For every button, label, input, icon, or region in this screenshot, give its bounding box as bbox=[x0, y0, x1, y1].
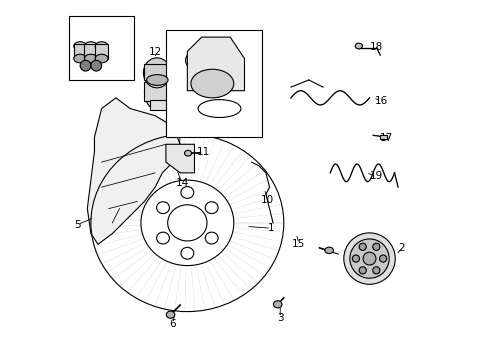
Bar bbox=[74, 44, 86, 59]
Text: 16: 16 bbox=[374, 96, 387, 106]
Polygon shape bbox=[87, 98, 180, 244]
Bar bbox=[95, 44, 108, 59]
Bar bbox=[380, 135, 386, 139]
Bar bbox=[149, 100, 178, 111]
Text: 11: 11 bbox=[196, 147, 210, 157]
Text: 3: 3 bbox=[276, 312, 283, 323]
Ellipse shape bbox=[358, 267, 366, 274]
Ellipse shape bbox=[201, 51, 219, 69]
Bar bbox=[84, 44, 97, 59]
Text: 19: 19 bbox=[368, 171, 382, 181]
Text: 13: 13 bbox=[227, 105, 240, 114]
Ellipse shape bbox=[74, 42, 86, 50]
Ellipse shape bbox=[91, 60, 102, 71]
Text: 8: 8 bbox=[189, 64, 196, 73]
Text: 2: 2 bbox=[398, 243, 404, 253]
Bar bbox=[143, 64, 171, 80]
Ellipse shape bbox=[190, 69, 233, 98]
Ellipse shape bbox=[349, 239, 388, 278]
Bar bbox=[69, 16, 134, 80]
Ellipse shape bbox=[95, 42, 108, 50]
Ellipse shape bbox=[273, 301, 282, 308]
Ellipse shape bbox=[143, 58, 170, 88]
Text: 4: 4 bbox=[378, 259, 385, 269]
Text: 17: 17 bbox=[379, 133, 392, 143]
Polygon shape bbox=[165, 144, 194, 173]
Ellipse shape bbox=[184, 150, 191, 156]
Polygon shape bbox=[187, 37, 244, 91]
Text: 18: 18 bbox=[369, 42, 383, 52]
Text: 6: 6 bbox=[169, 319, 176, 329]
Bar bbox=[144, 82, 176, 102]
Text: 9: 9 bbox=[96, 73, 103, 83]
Ellipse shape bbox=[84, 42, 97, 50]
Ellipse shape bbox=[379, 255, 386, 262]
Ellipse shape bbox=[185, 51, 203, 69]
Ellipse shape bbox=[372, 243, 379, 251]
Text: 15: 15 bbox=[291, 239, 305, 249]
Ellipse shape bbox=[363, 252, 375, 265]
Text: 14: 14 bbox=[175, 178, 188, 188]
Ellipse shape bbox=[84, 54, 97, 63]
Ellipse shape bbox=[372, 267, 379, 274]
Ellipse shape bbox=[80, 60, 91, 71]
Text: 10: 10 bbox=[261, 195, 274, 204]
Text: 5: 5 bbox=[74, 220, 81, 230]
Ellipse shape bbox=[343, 233, 394, 284]
Ellipse shape bbox=[144, 75, 173, 111]
Ellipse shape bbox=[146, 75, 168, 85]
Ellipse shape bbox=[354, 43, 362, 49]
Ellipse shape bbox=[95, 54, 108, 63]
Ellipse shape bbox=[324, 247, 333, 253]
Ellipse shape bbox=[74, 54, 86, 63]
Ellipse shape bbox=[166, 311, 175, 318]
Bar bbox=[165, 30, 262, 137]
Ellipse shape bbox=[358, 243, 366, 251]
Text: 12: 12 bbox=[148, 47, 162, 57]
Text: 7: 7 bbox=[175, 161, 182, 171]
Ellipse shape bbox=[352, 255, 359, 262]
Text: 1: 1 bbox=[267, 223, 274, 233]
